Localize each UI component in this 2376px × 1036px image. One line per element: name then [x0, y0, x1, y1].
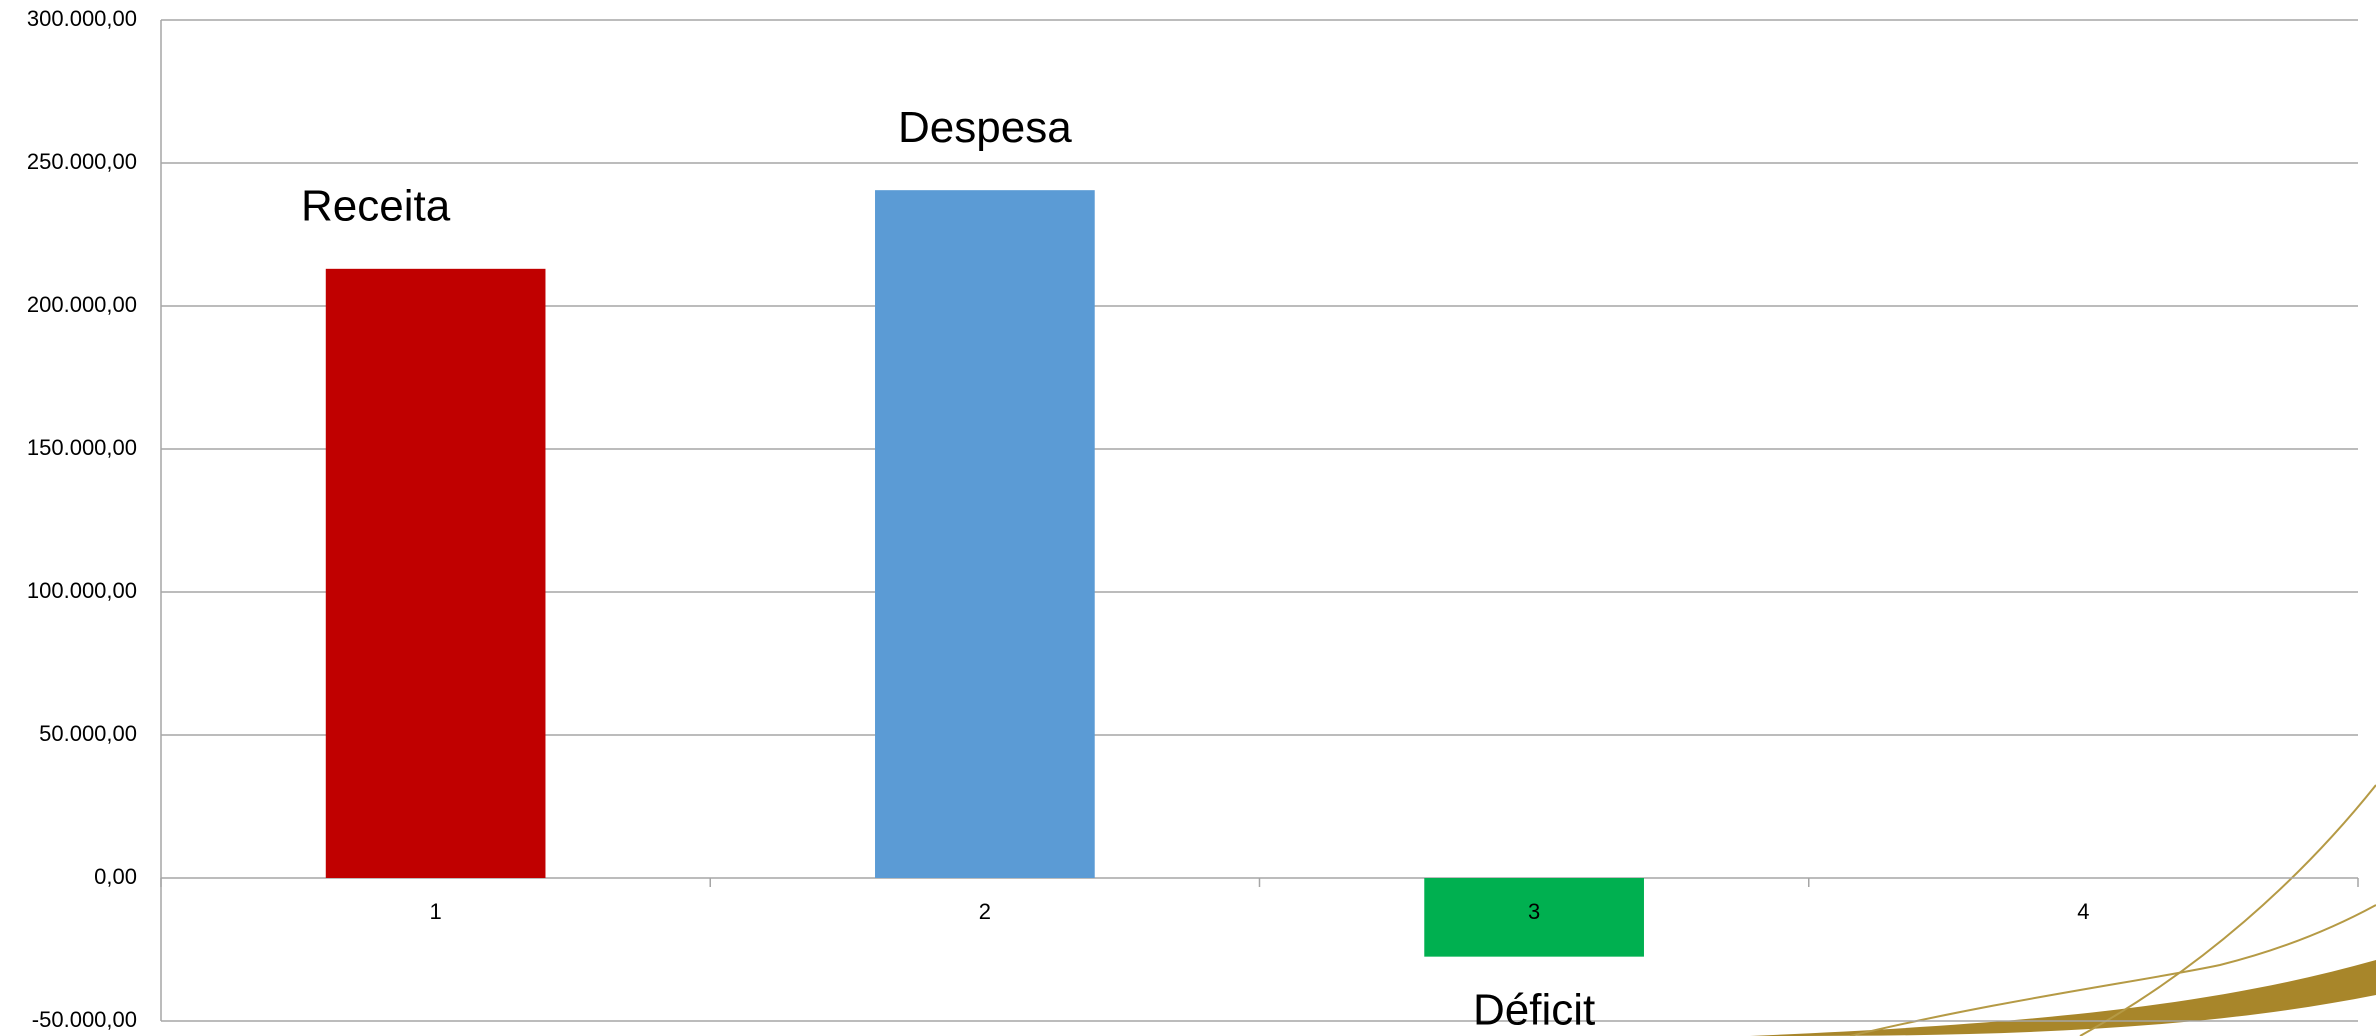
swoosh-line [2079, 784, 2376, 1036]
bar [1424, 878, 1644, 957]
y-tick-label: 100.000,00 [27, 578, 137, 603]
x-tick-label: 1 [430, 899, 442, 924]
y-tick-label: 250.000,00 [27, 149, 137, 174]
x-tick-label: 4 [2077, 899, 2089, 924]
y-tick-label: 200.000,00 [27, 292, 137, 317]
y-tick-label: 0,00 [94, 864, 137, 889]
swoosh-line [1849, 904, 2376, 1036]
x-tick-label: 2 [979, 899, 991, 924]
y-tick-label: 150.000,00 [27, 435, 137, 460]
bar-label: Déficit [1473, 985, 1595, 1034]
bar [325, 268, 546, 878]
y-tick-label: 300.000,00 [27, 6, 137, 31]
y-tick-label: 50.000,00 [39, 721, 137, 746]
decoration [1750, 784, 2376, 1036]
bar [875, 190, 1095, 879]
y-tick-label: -50.000,00 [32, 1007, 137, 1032]
swoosh [1750, 960, 2376, 1036]
x-tick-label: 3 [1528, 899, 1540, 924]
bar-label: Receita [301, 181, 451, 230]
bar-label: Despesa [898, 103, 1072, 152]
